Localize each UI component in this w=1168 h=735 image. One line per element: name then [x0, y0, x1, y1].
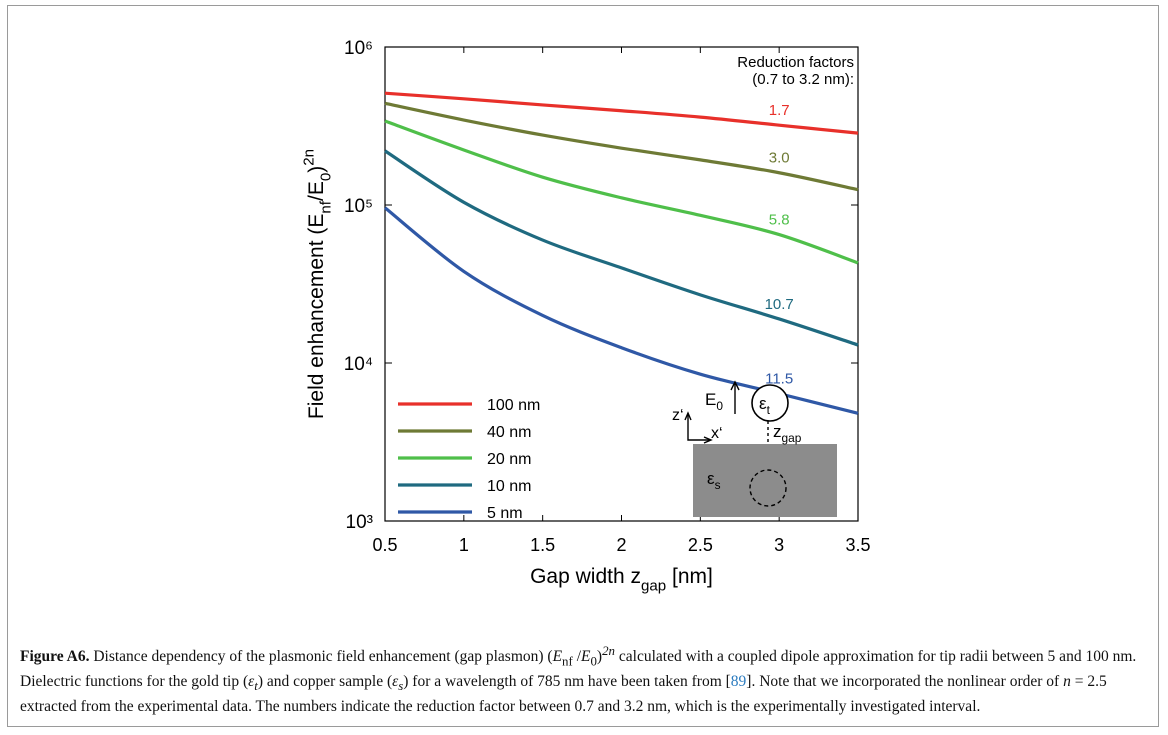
- inset-label: x‘: [711, 425, 723, 442]
- label-part: E: [705, 390, 716, 409]
- x-tick-label: 2: [616, 535, 626, 555]
- caption-text: ) for a wavelength of 785 nm have been t…: [403, 673, 731, 691]
- reduction-factor: 11.5: [765, 371, 793, 388]
- caption-text: s: [398, 678, 404, 694]
- label-part: Field enhancement (E: [305, 214, 328, 419]
- label-part: t: [767, 403, 771, 417]
- caption: Figure A6. Distance dependency of the pl…: [20, 640, 1145, 717]
- label-part: ε: [707, 469, 715, 488]
- label-part: 0: [317, 173, 334, 181]
- caption-text: nf: [562, 653, 573, 669]
- x-axis-label: Gap width zgap [nm]: [530, 565, 713, 594]
- arrow-head: [684, 411, 713, 444]
- tip: [751, 384, 789, 422]
- label-part: nf: [317, 200, 334, 213]
- y-tick-label: 10⁵: [344, 196, 373, 217]
- inset-label: E0: [705, 390, 723, 413]
- reduction-factor: 3.0: [769, 150, 790, 167]
- y-tick-label: 10⁶: [344, 38, 373, 59]
- label-part: s: [715, 478, 721, 492]
- legend-label: 10 nm: [487, 478, 531, 495]
- factor-header: (0.7 to 3.2 nm):: [752, 71, 854, 88]
- inset-label: εs: [707, 469, 721, 492]
- caption-text: ) and copper sample (: [257, 673, 393, 691]
- x-tick-label: 2.5: [688, 535, 713, 555]
- inset-label: εt: [759, 394, 771, 417]
- label-part: /E: [305, 181, 328, 201]
- caption-text: = 2.5 extracted from the experimental da…: [20, 673, 1107, 716]
- reduction-factor: 1.7: [769, 102, 790, 119]
- caption-text: E: [552, 648, 563, 666]
- citation-link[interactable]: 89: [730, 673, 747, 691]
- legend-label: 20 nm: [487, 451, 531, 468]
- caption-text: t: [254, 678, 258, 694]
- label-part: ε: [759, 394, 767, 413]
- series-line: [384, 149, 859, 347]
- caption-text: ε: [392, 673, 399, 691]
- reduction-factor: 5.8: [769, 212, 790, 229]
- series-line: [384, 119, 859, 265]
- x-tick-label: 3: [774, 535, 784, 555]
- label-part: [nm]: [666, 565, 713, 588]
- legend-label: 100 nm: [487, 397, 540, 414]
- series-line: [384, 91, 859, 135]
- y-tick-label: 10³: [346, 512, 373, 533]
- label-part: 2n: [301, 149, 318, 166]
- label-part: z: [773, 422, 782, 441]
- axes: [687, 415, 710, 441]
- caption-text: /: [572, 648, 581, 666]
- legend-label: 40 nm: [487, 424, 531, 441]
- y-axis-label: Field enhancement (Enf/E0)2n: [301, 149, 335, 419]
- y-tick-label: 10⁴: [344, 354, 373, 375]
- label-part: gap: [641, 577, 666, 594]
- caption-text: ε: [248, 673, 255, 691]
- caption-text: Distance dependency of the plasmonic fie…: [89, 648, 553, 666]
- label-part: gap: [782, 431, 802, 445]
- arrow-head: [730, 380, 740, 391]
- caption-text: Figure A6.: [20, 648, 90, 666]
- caption-text: 0: [590, 653, 597, 669]
- legend-label: 5 nm: [487, 505, 523, 522]
- caption-text: 2n: [602, 643, 615, 658]
- sample-dipole: [749, 469, 787, 507]
- x-tick-label: 1: [459, 535, 469, 555]
- x-tick-label: 3.5: [845, 535, 870, 555]
- reduction-factor: 10.7: [765, 296, 794, 313]
- x-tick-label: 0.5: [372, 535, 397, 555]
- label-part: ): [305, 166, 328, 173]
- figure-frame: [7, 5, 1159, 727]
- caption-text: n: [1063, 673, 1071, 691]
- caption-text: E: [581, 648, 591, 666]
- caption-text: ): [596, 648, 603, 666]
- caption-text: ]. Note that we incorporated the nonline…: [746, 673, 1064, 691]
- inset-label: z‘: [672, 407, 684, 424]
- caption-text: calculated with a coupled dipole approxi…: [20, 648, 1137, 691]
- inset-label: zgap: [773, 422, 802, 445]
- label-part: Gap width z: [530, 565, 641, 588]
- factor-header: Reduction factors: [737, 54, 854, 71]
- label-part: 0: [716, 399, 723, 413]
- sample: [693, 444, 837, 517]
- x-tick-label: 1.5: [530, 535, 555, 555]
- series-line: [384, 101, 859, 192]
